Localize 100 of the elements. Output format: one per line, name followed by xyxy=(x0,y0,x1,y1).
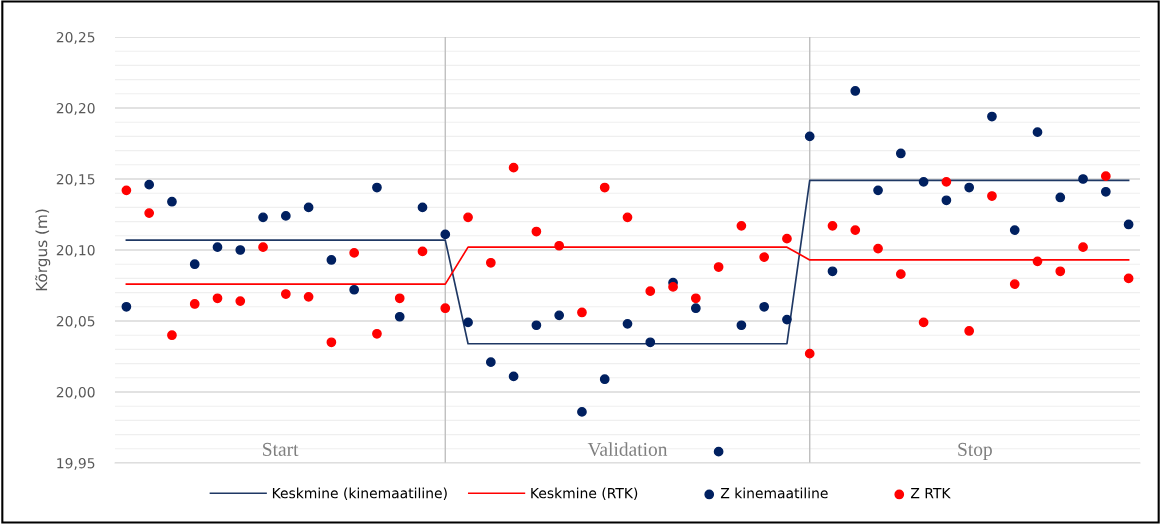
point xyxy=(895,148,906,159)
point xyxy=(167,330,177,341)
point xyxy=(212,242,223,253)
point xyxy=(1100,171,1111,182)
point xyxy=(850,225,861,235)
point xyxy=(349,247,360,258)
point xyxy=(394,311,405,322)
point xyxy=(1123,273,1134,284)
point xyxy=(508,162,519,173)
point xyxy=(987,111,997,122)
point xyxy=(1123,219,1134,230)
point xyxy=(987,191,997,201)
point xyxy=(690,303,701,314)
point xyxy=(622,318,633,329)
point xyxy=(964,326,975,336)
point xyxy=(1032,256,1043,267)
point xyxy=(736,320,747,331)
point xyxy=(827,220,838,231)
point xyxy=(918,176,929,187)
point xyxy=(372,328,382,339)
point xyxy=(417,202,428,213)
point xyxy=(873,185,883,196)
point xyxy=(508,371,519,382)
point xyxy=(1032,127,1043,138)
point xyxy=(1078,174,1088,184)
point xyxy=(189,299,200,309)
point xyxy=(736,220,747,231)
point xyxy=(668,282,678,292)
point xyxy=(167,196,177,207)
point xyxy=(713,446,724,457)
point xyxy=(258,212,268,223)
point xyxy=(121,185,132,196)
point xyxy=(258,242,268,253)
legend-label: Keskmine (RTK) xyxy=(531,487,638,500)
point xyxy=(577,407,587,417)
point xyxy=(372,182,382,193)
y-tick-label: 19,95 xyxy=(57,457,95,470)
point xyxy=(1100,186,1111,197)
y-tick-label: 20,15 xyxy=(56,173,95,186)
point xyxy=(759,252,770,262)
annotation: Validation xyxy=(587,442,668,457)
point xyxy=(235,296,246,306)
point xyxy=(1009,225,1020,235)
point xyxy=(463,212,473,223)
point xyxy=(531,320,542,331)
point xyxy=(440,229,451,240)
point xyxy=(326,255,337,265)
point xyxy=(622,212,633,223)
point xyxy=(235,245,246,255)
point xyxy=(189,259,200,270)
point xyxy=(554,240,565,251)
point xyxy=(280,211,291,221)
point xyxy=(804,131,815,142)
point xyxy=(850,86,861,96)
point xyxy=(144,208,155,218)
point xyxy=(1055,192,1066,203)
point xyxy=(804,348,815,359)
point xyxy=(941,176,952,187)
point xyxy=(577,307,587,318)
point xyxy=(212,293,223,304)
point xyxy=(895,269,906,280)
point xyxy=(144,179,155,190)
point xyxy=(713,262,724,272)
point xyxy=(303,291,314,302)
point xyxy=(349,284,360,295)
point xyxy=(417,246,428,257)
legend-label: Z kinemaatiline xyxy=(720,487,828,499)
legend-label: Keskmine (kinemaatiline) xyxy=(272,487,447,500)
point xyxy=(599,374,610,385)
point xyxy=(782,314,792,325)
point xyxy=(1009,279,1020,289)
point xyxy=(599,182,610,193)
point xyxy=(121,301,132,312)
point xyxy=(326,337,337,348)
y-axis-title: Kõrgus (m) xyxy=(35,209,51,291)
point xyxy=(873,243,883,254)
point xyxy=(645,286,656,297)
y-tick-label: 20,00 xyxy=(56,386,95,399)
point xyxy=(1078,242,1088,253)
point xyxy=(463,317,473,328)
point xyxy=(303,202,314,213)
y-tick-label: 20,10 xyxy=(56,244,95,257)
point xyxy=(690,293,701,304)
point xyxy=(782,233,792,244)
point xyxy=(554,310,565,321)
y-tick-label: 20,25 xyxy=(56,31,95,44)
point xyxy=(1055,266,1066,277)
point xyxy=(485,357,496,368)
point xyxy=(485,257,496,268)
point xyxy=(964,182,975,193)
point xyxy=(440,303,451,314)
annotation: Start xyxy=(263,442,299,456)
legend-label: Z RTK xyxy=(910,488,951,499)
point xyxy=(645,337,656,348)
point xyxy=(280,289,291,299)
point xyxy=(531,226,542,237)
point xyxy=(918,317,929,328)
point xyxy=(759,301,770,312)
point xyxy=(394,293,405,304)
annotation: Stop xyxy=(958,442,992,460)
